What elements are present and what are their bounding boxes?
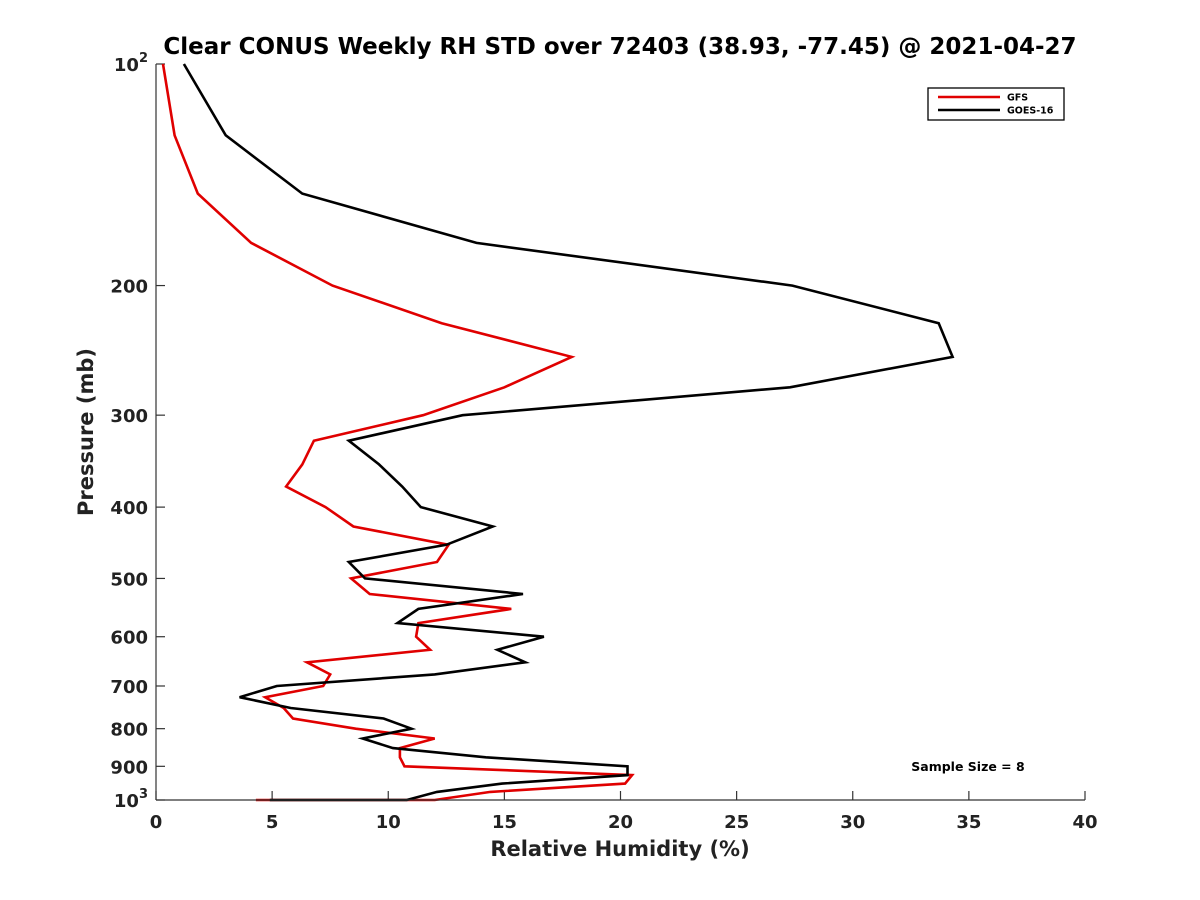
x-tick-label: 30 xyxy=(840,812,865,833)
sample-size-annotation: Sample Size = 8 xyxy=(911,759,1024,774)
series-line-gfs xyxy=(161,63,635,802)
y-tick-label: 200 xyxy=(110,277,148,298)
legend-label-gfs: GFS xyxy=(1007,93,1028,104)
plot-area xyxy=(155,64,1085,801)
y-tick-exponent: 2 xyxy=(139,51,148,66)
y-tick-label: 800 xyxy=(110,720,148,741)
y-tick-label: 102 xyxy=(114,51,148,76)
y-tick-label: 700 xyxy=(110,677,148,698)
y-tick-label: 103 xyxy=(114,787,148,812)
x-ticks: 0 5 10 15 20 25 30 35 40 xyxy=(150,791,1098,833)
y-tick-base: 10 xyxy=(114,55,139,76)
x-tick-label: 40 xyxy=(1072,812,1097,833)
y-tick-label: 500 xyxy=(110,569,148,590)
chart-title: Clear CONUS Weekly RH STD over 72403 (38… xyxy=(163,34,1076,60)
y-axis-label: Pressure (mb) xyxy=(74,348,98,516)
x-tick-label: 10 xyxy=(376,812,401,833)
y-tick-label: 300 xyxy=(110,406,148,427)
legend: GFS GOES-16 xyxy=(927,87,1065,121)
x-tick-label: 5 xyxy=(266,812,279,833)
x-axis-label: Relative Humidity (%) xyxy=(490,837,749,861)
y-tick-label: 600 xyxy=(110,628,148,649)
x-tick-label: 25 xyxy=(724,812,749,833)
x-tick-label: 0 xyxy=(150,812,163,833)
legend-label-goes16: GOES-16 xyxy=(1007,106,1054,117)
x-tick-label: 15 xyxy=(492,812,517,833)
y-tick-label: 900 xyxy=(110,757,148,778)
legend-box xyxy=(927,87,1065,121)
y-tick-exponent: 3 xyxy=(139,787,148,802)
x-tick-label: 35 xyxy=(956,812,981,833)
x-tick-label: 20 xyxy=(608,812,633,833)
y-tick-base: 10 xyxy=(114,791,139,812)
series-layer xyxy=(161,63,955,802)
y-tick-label: 400 xyxy=(110,498,148,519)
series-line-goes16 xyxy=(182,63,955,802)
